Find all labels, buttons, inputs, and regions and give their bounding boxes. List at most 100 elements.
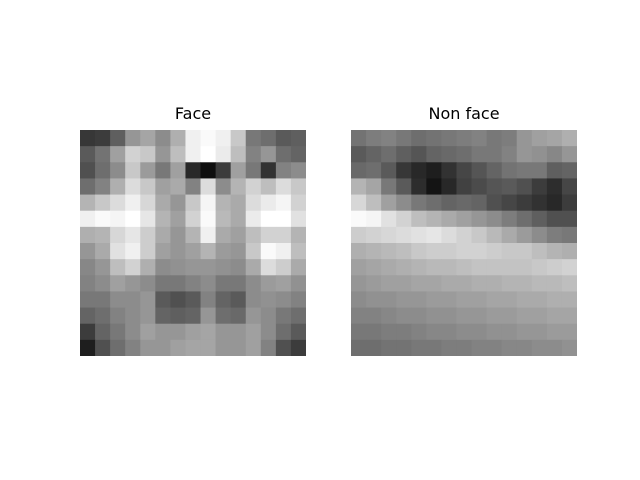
pixel-cell [125, 291, 141, 309]
pixel-cell [260, 210, 277, 228]
pixel-cell [486, 339, 503, 356]
pixel-cell [260, 178, 277, 196]
pixel-cell [230, 130, 247, 147]
pixel-cell [155, 259, 171, 276]
pixel-cell [381, 275, 397, 292]
pixel-cell [260, 146, 277, 163]
pixel-cell [185, 178, 202, 196]
pixel-cell [275, 323, 292, 341]
pixel-cell [516, 162, 533, 179]
pixel-cell [486, 323, 503, 341]
pixel-cell [471, 146, 488, 163]
pixel-cell [486, 259, 503, 276]
pixel-cell [170, 210, 186, 228]
pixel-cell [170, 323, 186, 341]
pixel-cell [140, 130, 156, 147]
pixel-cell [396, 130, 412, 147]
pixel-cell [290, 259, 306, 276]
pixel-cell [531, 146, 548, 163]
pixel-cell [125, 243, 141, 260]
pixel-cell [260, 291, 277, 309]
pixel-cell [125, 146, 141, 163]
pixel-cell [110, 178, 126, 196]
pixel-cell [290, 226, 306, 244]
pixel-cell [411, 259, 427, 276]
pixel-cell [351, 291, 367, 309]
pixel-cell [230, 226, 247, 244]
pixel-cell [215, 162, 232, 179]
pixel-cell [471, 226, 488, 244]
pixel-cell [200, 194, 217, 212]
pixel-cell [200, 226, 217, 244]
pixel-cell [215, 291, 232, 309]
pixel-cell [411, 130, 427, 147]
pixel-cell [396, 146, 412, 163]
pixel-cell [381, 291, 397, 309]
pixel-cell [531, 162, 548, 179]
pixel-cell [456, 339, 473, 356]
pixel-cell [426, 275, 442, 292]
pixel-cell [125, 210, 141, 228]
pixel-cell [456, 307, 473, 325]
pixel-cell [546, 291, 563, 309]
pixel-cell [275, 226, 292, 244]
pixel-cell [396, 226, 412, 244]
pixel-cell [486, 243, 503, 260]
pixel-cell [351, 226, 367, 244]
pixel-cell [125, 259, 141, 276]
pixel-cell [95, 291, 111, 309]
pixel-cell [200, 259, 217, 276]
pixel-cell [411, 194, 427, 212]
pixel-cell [245, 178, 262, 196]
pixel-cell [140, 210, 156, 228]
pixel-cell [125, 323, 141, 341]
pixel-cell [125, 178, 141, 196]
pixel-cell [110, 339, 126, 356]
pixel-cell [200, 291, 217, 309]
face-title: Face [174, 104, 212, 123]
pixel-cell [140, 339, 156, 356]
pixel-cell [245, 291, 262, 309]
pixel-cell [200, 323, 217, 341]
pixel-cell [381, 194, 397, 212]
pixel-cell [95, 307, 111, 325]
pixel-cell [170, 275, 186, 292]
pixel-cell [95, 275, 111, 292]
pixel-cell [275, 162, 292, 179]
pixel-cell [230, 210, 247, 228]
pixel-cell [351, 243, 367, 260]
pixel-cell [80, 307, 96, 325]
pixel-cell [396, 291, 412, 309]
pixel-cell [411, 307, 427, 325]
pixel-cell [471, 275, 488, 292]
pixel-cell [215, 307, 232, 325]
pixel-cell [531, 130, 548, 147]
pixel-cell [185, 243, 202, 260]
pixel-cell [110, 243, 126, 260]
pixel-cell [411, 226, 427, 244]
pixel-cell [125, 194, 141, 212]
pixel-cell [245, 323, 262, 341]
pixel-cell [546, 194, 563, 212]
pixel-cell [456, 323, 473, 341]
pixel-cell [561, 339, 577, 356]
pixel-cell [245, 307, 262, 325]
pixel-cell [230, 307, 247, 325]
pixel-cell [561, 178, 577, 196]
pixel-cell [290, 178, 306, 196]
pixel-cell [561, 323, 577, 341]
pixel-cell [426, 178, 442, 196]
pixel-cell [516, 291, 533, 309]
pixel-cell [80, 323, 96, 341]
pixel-cell [140, 275, 156, 292]
pixel-cell [561, 210, 577, 228]
pixel-cell [531, 307, 548, 325]
pixel-cell [215, 323, 232, 341]
pixel-cell [366, 323, 382, 341]
pixel-cell [215, 226, 232, 244]
pixel-cell [411, 178, 427, 196]
pixel-cell [170, 291, 186, 309]
pixel-cell [561, 275, 577, 292]
pixel-cell [351, 323, 367, 341]
pixel-cell [426, 210, 442, 228]
